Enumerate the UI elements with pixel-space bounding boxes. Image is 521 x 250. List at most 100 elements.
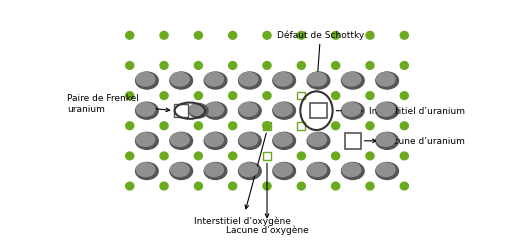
- Text: Lacune d’oxygène: Lacune d’oxygène: [226, 164, 308, 234]
- Circle shape: [229, 182, 237, 190]
- Bar: [345, 134, 361, 149]
- Ellipse shape: [377, 103, 395, 117]
- Ellipse shape: [376, 73, 399, 90]
- Ellipse shape: [239, 73, 261, 90]
- Circle shape: [126, 122, 134, 130]
- Circle shape: [331, 62, 340, 70]
- Circle shape: [229, 62, 237, 70]
- Ellipse shape: [307, 163, 330, 180]
- Ellipse shape: [308, 133, 327, 147]
- Circle shape: [400, 62, 408, 70]
- Text: Défaut de Schottky: Défaut de Schottky: [277, 30, 364, 87]
- Ellipse shape: [376, 103, 399, 120]
- Ellipse shape: [136, 73, 155, 87]
- Circle shape: [229, 32, 237, 40]
- Ellipse shape: [273, 73, 295, 90]
- Text: Interstitiel d’oxygène: Interstitiel d’oxygène: [194, 134, 291, 225]
- Ellipse shape: [307, 73, 330, 90]
- Ellipse shape: [205, 103, 224, 117]
- Circle shape: [263, 32, 271, 40]
- Circle shape: [160, 152, 168, 160]
- Ellipse shape: [376, 163, 399, 180]
- Circle shape: [400, 32, 408, 40]
- Ellipse shape: [239, 133, 261, 150]
- Ellipse shape: [273, 133, 295, 150]
- Bar: [263, 122, 271, 130]
- Ellipse shape: [205, 133, 224, 147]
- Ellipse shape: [376, 133, 399, 150]
- Ellipse shape: [274, 133, 292, 147]
- Ellipse shape: [342, 73, 361, 87]
- Circle shape: [160, 92, 168, 100]
- Ellipse shape: [239, 163, 258, 177]
- Ellipse shape: [274, 163, 292, 177]
- Ellipse shape: [189, 104, 208, 118]
- Bar: [311, 104, 327, 119]
- Ellipse shape: [170, 73, 193, 90]
- Ellipse shape: [239, 103, 261, 120]
- Ellipse shape: [239, 163, 261, 180]
- Circle shape: [160, 182, 168, 190]
- Ellipse shape: [239, 103, 258, 117]
- Bar: [263, 152, 271, 160]
- Ellipse shape: [136, 163, 155, 177]
- Ellipse shape: [189, 104, 205, 116]
- Ellipse shape: [239, 133, 258, 147]
- Bar: [297, 122, 305, 130]
- Circle shape: [194, 62, 202, 70]
- Circle shape: [126, 152, 134, 160]
- Ellipse shape: [377, 133, 395, 147]
- Circle shape: [194, 32, 202, 40]
- Ellipse shape: [273, 103, 295, 120]
- Circle shape: [126, 62, 134, 70]
- Ellipse shape: [170, 163, 193, 180]
- Bar: [175, 105, 188, 118]
- Ellipse shape: [170, 163, 189, 177]
- Circle shape: [229, 152, 237, 160]
- Ellipse shape: [341, 73, 364, 90]
- Circle shape: [400, 182, 408, 190]
- Ellipse shape: [307, 133, 330, 150]
- Circle shape: [366, 92, 374, 100]
- Circle shape: [263, 122, 271, 130]
- Circle shape: [263, 122, 271, 130]
- Circle shape: [331, 152, 340, 160]
- Ellipse shape: [135, 73, 158, 90]
- Circle shape: [331, 122, 340, 130]
- Ellipse shape: [204, 73, 227, 90]
- Ellipse shape: [136, 133, 155, 147]
- Circle shape: [126, 32, 134, 40]
- Circle shape: [297, 152, 305, 160]
- Circle shape: [400, 152, 408, 160]
- Circle shape: [297, 62, 305, 70]
- Ellipse shape: [204, 163, 227, 180]
- Ellipse shape: [274, 103, 292, 117]
- Circle shape: [160, 122, 168, 130]
- Ellipse shape: [308, 73, 327, 87]
- Ellipse shape: [135, 133, 158, 150]
- Circle shape: [297, 32, 305, 40]
- Ellipse shape: [205, 73, 224, 87]
- Circle shape: [160, 62, 168, 70]
- Ellipse shape: [205, 163, 224, 177]
- Circle shape: [366, 122, 374, 130]
- Circle shape: [263, 92, 271, 100]
- Ellipse shape: [274, 73, 292, 87]
- Ellipse shape: [377, 73, 395, 87]
- Circle shape: [194, 92, 202, 100]
- Circle shape: [297, 182, 305, 190]
- Text: Interstitiel d’uranium: Interstitiel d’uranium: [336, 107, 465, 116]
- Circle shape: [194, 152, 202, 160]
- Circle shape: [366, 152, 374, 160]
- Text: Paire de Frenkel
uranium: Paire de Frenkel uranium: [67, 94, 170, 113]
- Circle shape: [331, 92, 340, 100]
- Ellipse shape: [170, 73, 189, 87]
- Ellipse shape: [341, 103, 364, 120]
- Ellipse shape: [135, 103, 158, 120]
- Circle shape: [160, 32, 168, 40]
- Ellipse shape: [342, 103, 361, 117]
- Ellipse shape: [170, 133, 189, 147]
- Ellipse shape: [239, 73, 258, 87]
- Circle shape: [331, 182, 340, 190]
- Circle shape: [229, 122, 237, 130]
